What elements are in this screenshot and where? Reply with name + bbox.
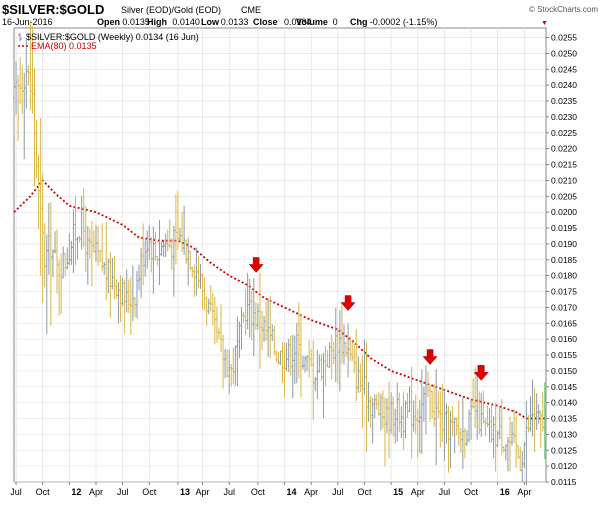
- y-tick-label: 0.0240: [551, 80, 577, 90]
- y-tick-label: 0.0225: [551, 128, 577, 138]
- red-arrow-icon: [422, 349, 438, 365]
- red-arrow-icon: [473, 365, 489, 381]
- ohlc-value-low: 0.0133: [221, 17, 249, 27]
- y-tick-label: 0.0180: [551, 271, 577, 281]
- annotation-arrows: [248, 257, 489, 381]
- y-tick-label: 0.0170: [551, 302, 577, 312]
- ohlc-label-open: Open: [97, 17, 120, 27]
- y-tick-label: 0.0165: [551, 318, 577, 328]
- x-tick-label: Oct: [36, 487, 51, 497]
- chart-exchange: CME: [241, 5, 261, 15]
- x-tick-label: Jul: [117, 487, 129, 497]
- y-tick-label: 0.0185: [551, 255, 577, 265]
- ohlc-value-chg: -0.0002 (-1.15%): [370, 17, 438, 27]
- ohlc-label-high: High: [147, 17, 167, 27]
- x-tick-label: Oct: [251, 487, 266, 497]
- y-tick-label: 0.0150: [551, 366, 577, 376]
- x-tick-label: 16: [500, 487, 510, 497]
- y-tick-label: 0.0175: [551, 287, 577, 297]
- ohlc-value-volume: 0: [333, 17, 338, 27]
- x-tick-label: Apr: [304, 487, 318, 497]
- x-tick-label: Oct: [464, 487, 479, 497]
- y-tick-label: 0.0215: [551, 160, 577, 170]
- plot-frame: [13, 27, 547, 483]
- grid-lines: [14, 28, 546, 483]
- x-tick-label: 15: [393, 487, 403, 497]
- price-series: [12, 20, 547, 486]
- x-tick-label: Oct: [142, 487, 157, 497]
- x-axis: Jul Oct 12 Apr Jul Oct 13 Apr Jul Oct 14 Apr Jul Oct 1…: [10, 482, 531, 497]
- y-tick-label: 0.0195: [551, 223, 577, 233]
- x-tick-label: Jul: [439, 487, 451, 497]
- red-arrow-icon: [248, 257, 264, 273]
- y-tick-label: 0.0250: [551, 48, 577, 58]
- x-tick-label: Apr: [89, 487, 103, 497]
- copyright-text: © StockCharts.com: [529, 5, 598, 14]
- legend-label-price: $SILVER:$GOLD (Weekly) 0.0134 (16 Jun): [26, 32, 199, 42]
- chart-description: Silver (EOD)/Gold (EOD): [121, 5, 221, 15]
- ema-series: [13, 179, 545, 420]
- y-tick-label: 0.0120: [551, 461, 577, 471]
- ohlc-bar: [543, 382, 547, 460]
- x-tick-label: 12: [71, 487, 81, 497]
- x-tick-label: Apr: [517, 487, 531, 497]
- quote-date: 16-Jun-2016: [2, 17, 53, 27]
- x-tick-label: Oct: [357, 487, 372, 497]
- red-arrow-icon: [340, 295, 356, 311]
- y-tick-label: 0.0210: [551, 175, 577, 185]
- y-axis: 0.0115 0.0120 0.0125 0.0130 0.0135 0.0140 0.01…: [546, 33, 577, 487]
- y-tick-label: 0.0145: [551, 382, 577, 392]
- y-tick-label: 0.0125: [551, 445, 577, 455]
- y-tick-label: 0.0135: [551, 414, 577, 424]
- bar-icon: [18, 33, 22, 41]
- y-tick-label: 0.0205: [551, 191, 577, 201]
- ohlc-value-close: 0.0134: [284, 17, 312, 27]
- x-tick-label: 13: [180, 487, 190, 497]
- ohlc-value-open: 0.0135: [122, 17, 150, 27]
- x-tick-label: Jul: [10, 487, 22, 497]
- y-tick-label: 0.0130: [551, 429, 577, 439]
- legend-item-price: $SILVER:$GOLD (Weekly) 0.0134 (16 Jun): [18, 32, 199, 42]
- y-tick-label: 0.0200: [551, 207, 577, 217]
- y-tick-label: 0.0115: [551, 477, 577, 487]
- y-tick-label: 0.0220: [551, 144, 577, 154]
- y-tick-label: 0.0230: [551, 112, 577, 122]
- y-tick-label: 0.0245: [551, 64, 577, 74]
- chart-ticker: $SILVER:$GOLD: [2, 2, 104, 17]
- legend-label-ema: EMA(80) 0.0135: [31, 41, 97, 51]
- ohlc-label-volume: Volume: [296, 17, 328, 27]
- x-tick-label: Jul: [332, 487, 344, 497]
- y-tick-label: 0.0155: [551, 350, 577, 360]
- chg-arrow-icon: ▼: [541, 20, 548, 27]
- ohlc-label-low: Low: [201, 17, 220, 27]
- legend: $SILVER:$GOLD (Weekly) 0.0134 (16 Jun) E…: [18, 32, 199, 51]
- y-tick-label: 0.0140: [551, 398, 577, 408]
- x-tick-label: Apr: [411, 487, 425, 497]
- x-tick-label: 14: [287, 487, 297, 497]
- y-tick-label: 0.0235: [551, 96, 577, 106]
- y-tick-label: 0.0190: [551, 239, 577, 249]
- ohlc-label-close: Close: [253, 17, 278, 27]
- ohlc-label-chg: Chg: [350, 17, 368, 27]
- x-tick-label: Jul: [223, 487, 235, 497]
- y-tick-label: 0.0255: [551, 33, 577, 43]
- ema-line: [13, 179, 545, 420]
- legend-item-ema: EMA(80) 0.0135: [18, 41, 97, 51]
- y-tick-label: 0.0160: [551, 334, 577, 344]
- x-tick-label: Apr: [196, 487, 210, 497]
- ohlc-value-high: 0.0140: [172, 17, 200, 27]
